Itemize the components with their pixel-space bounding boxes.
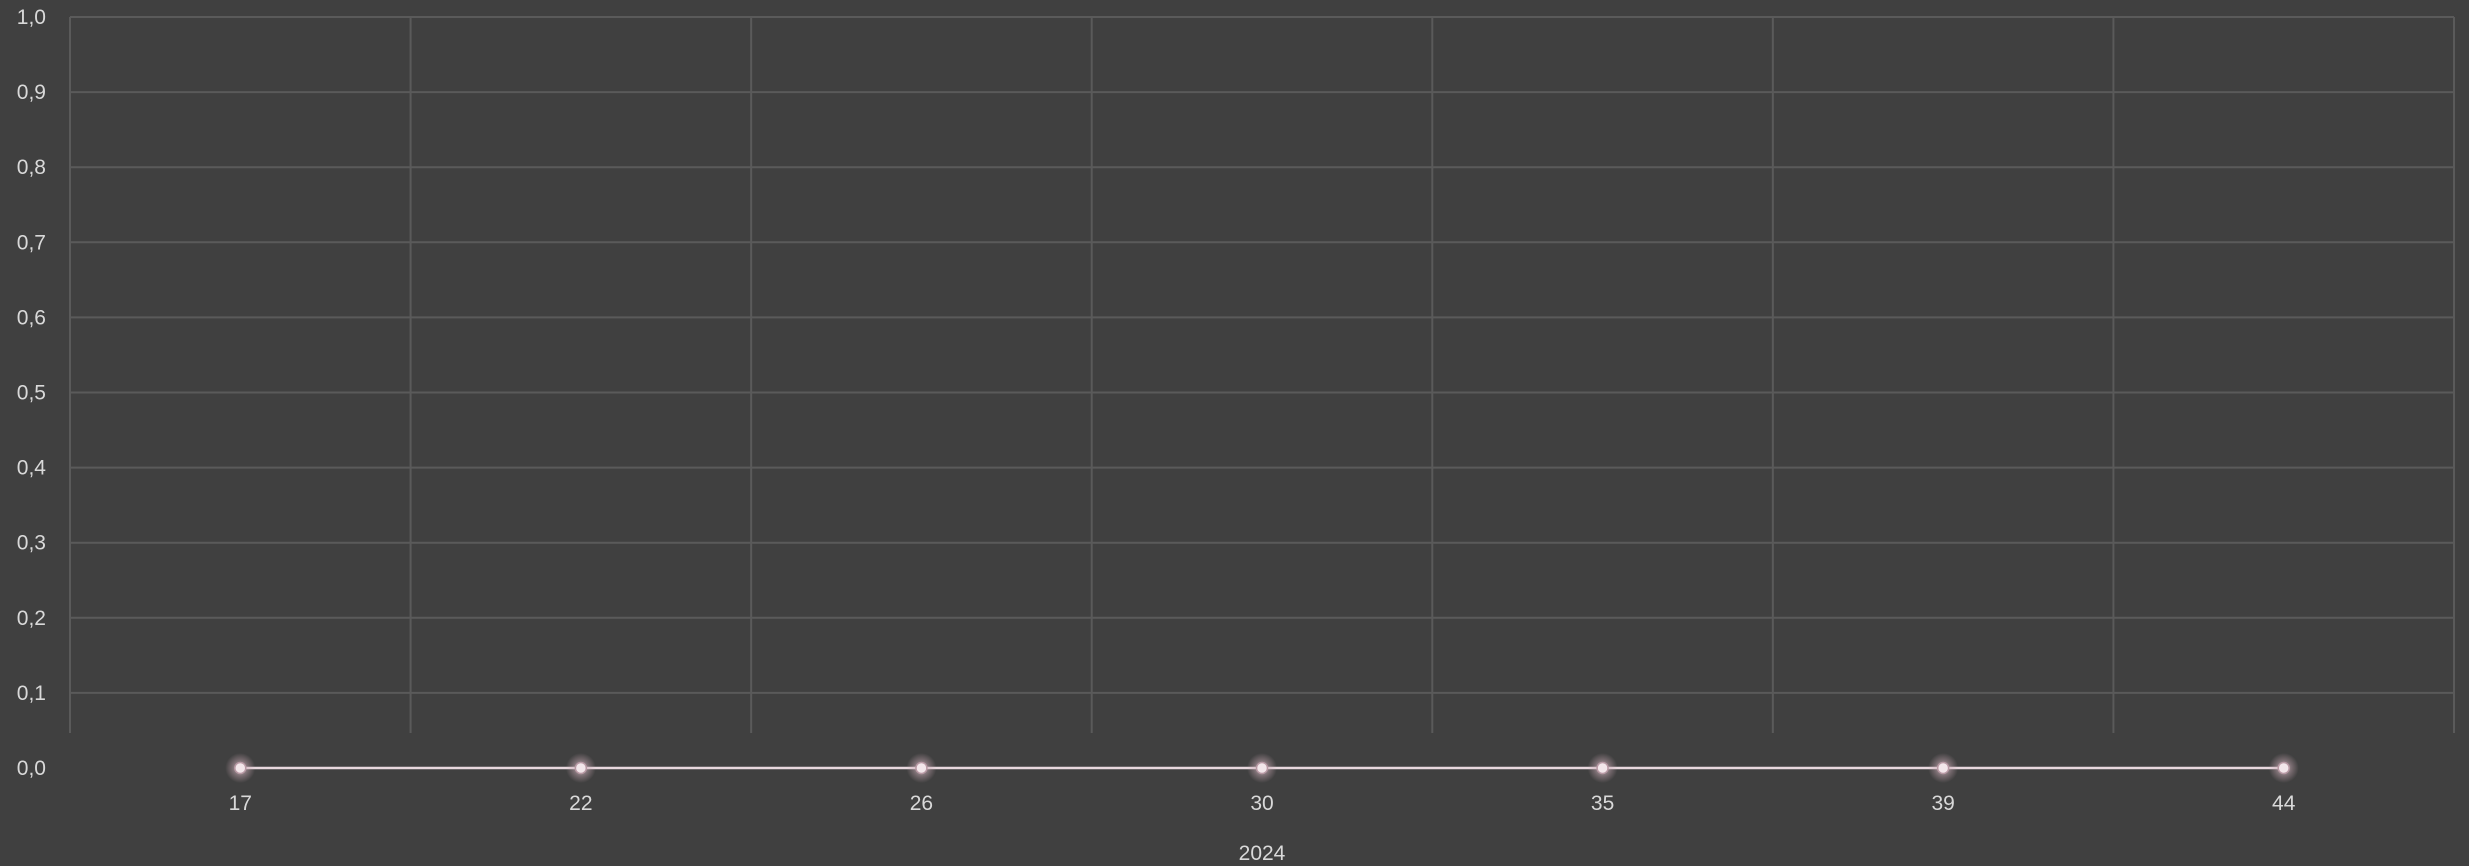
data-point [1255, 761, 1269, 775]
y-tick-label: 0,6 [17, 306, 46, 329]
data-point [574, 761, 588, 775]
y-tick-label: 0,5 [17, 382, 46, 405]
y-tick-label: 0,7 [17, 231, 46, 254]
data-point [2277, 761, 2290, 775]
x-tick-label: 22 [569, 792, 592, 815]
data-point [234, 761, 247, 775]
x-tick-label: 26 [910, 792, 933, 815]
x-tick-label: 35 [1591, 792, 1614, 815]
x-axis-tick-labels: 17 22 26 30 35 39 44 [229, 792, 2296, 815]
x-tick-label: 17 [229, 792, 252, 815]
y-tick-label: 1,0 [17, 6, 46, 29]
y-tick-label: 0,9 [17, 81, 46, 104]
y-tick-label: 0,4 [17, 457, 47, 480]
x-tick-label: 44 [2272, 792, 2296, 815]
data-point [915, 761, 928, 775]
series-line [225, 753, 2299, 783]
y-tick-label: 0,1 [17, 682, 46, 705]
x-tick-label: 30 [1250, 792, 1273, 815]
y-tick-label: 0,0 [17, 757, 46, 780]
y-tick-label: 0,3 [17, 532, 46, 555]
data-point [1936, 761, 1950, 775]
x-tick-label: 39 [1931, 792, 1954, 815]
y-tick-label: 0,8 [17, 156, 46, 179]
y-axis-tick-labels: 0,0 0,1 0,2 0,3 0,4 0,5 0,6 0,7 0,8 0,9 1,0 [17, 6, 47, 780]
gridlines [69, 16, 2455, 733]
data-point [1596, 761, 1609, 775]
y-tick-label: 0,2 [17, 607, 46, 630]
x-axis-title: 2024 [1239, 842, 1286, 865]
